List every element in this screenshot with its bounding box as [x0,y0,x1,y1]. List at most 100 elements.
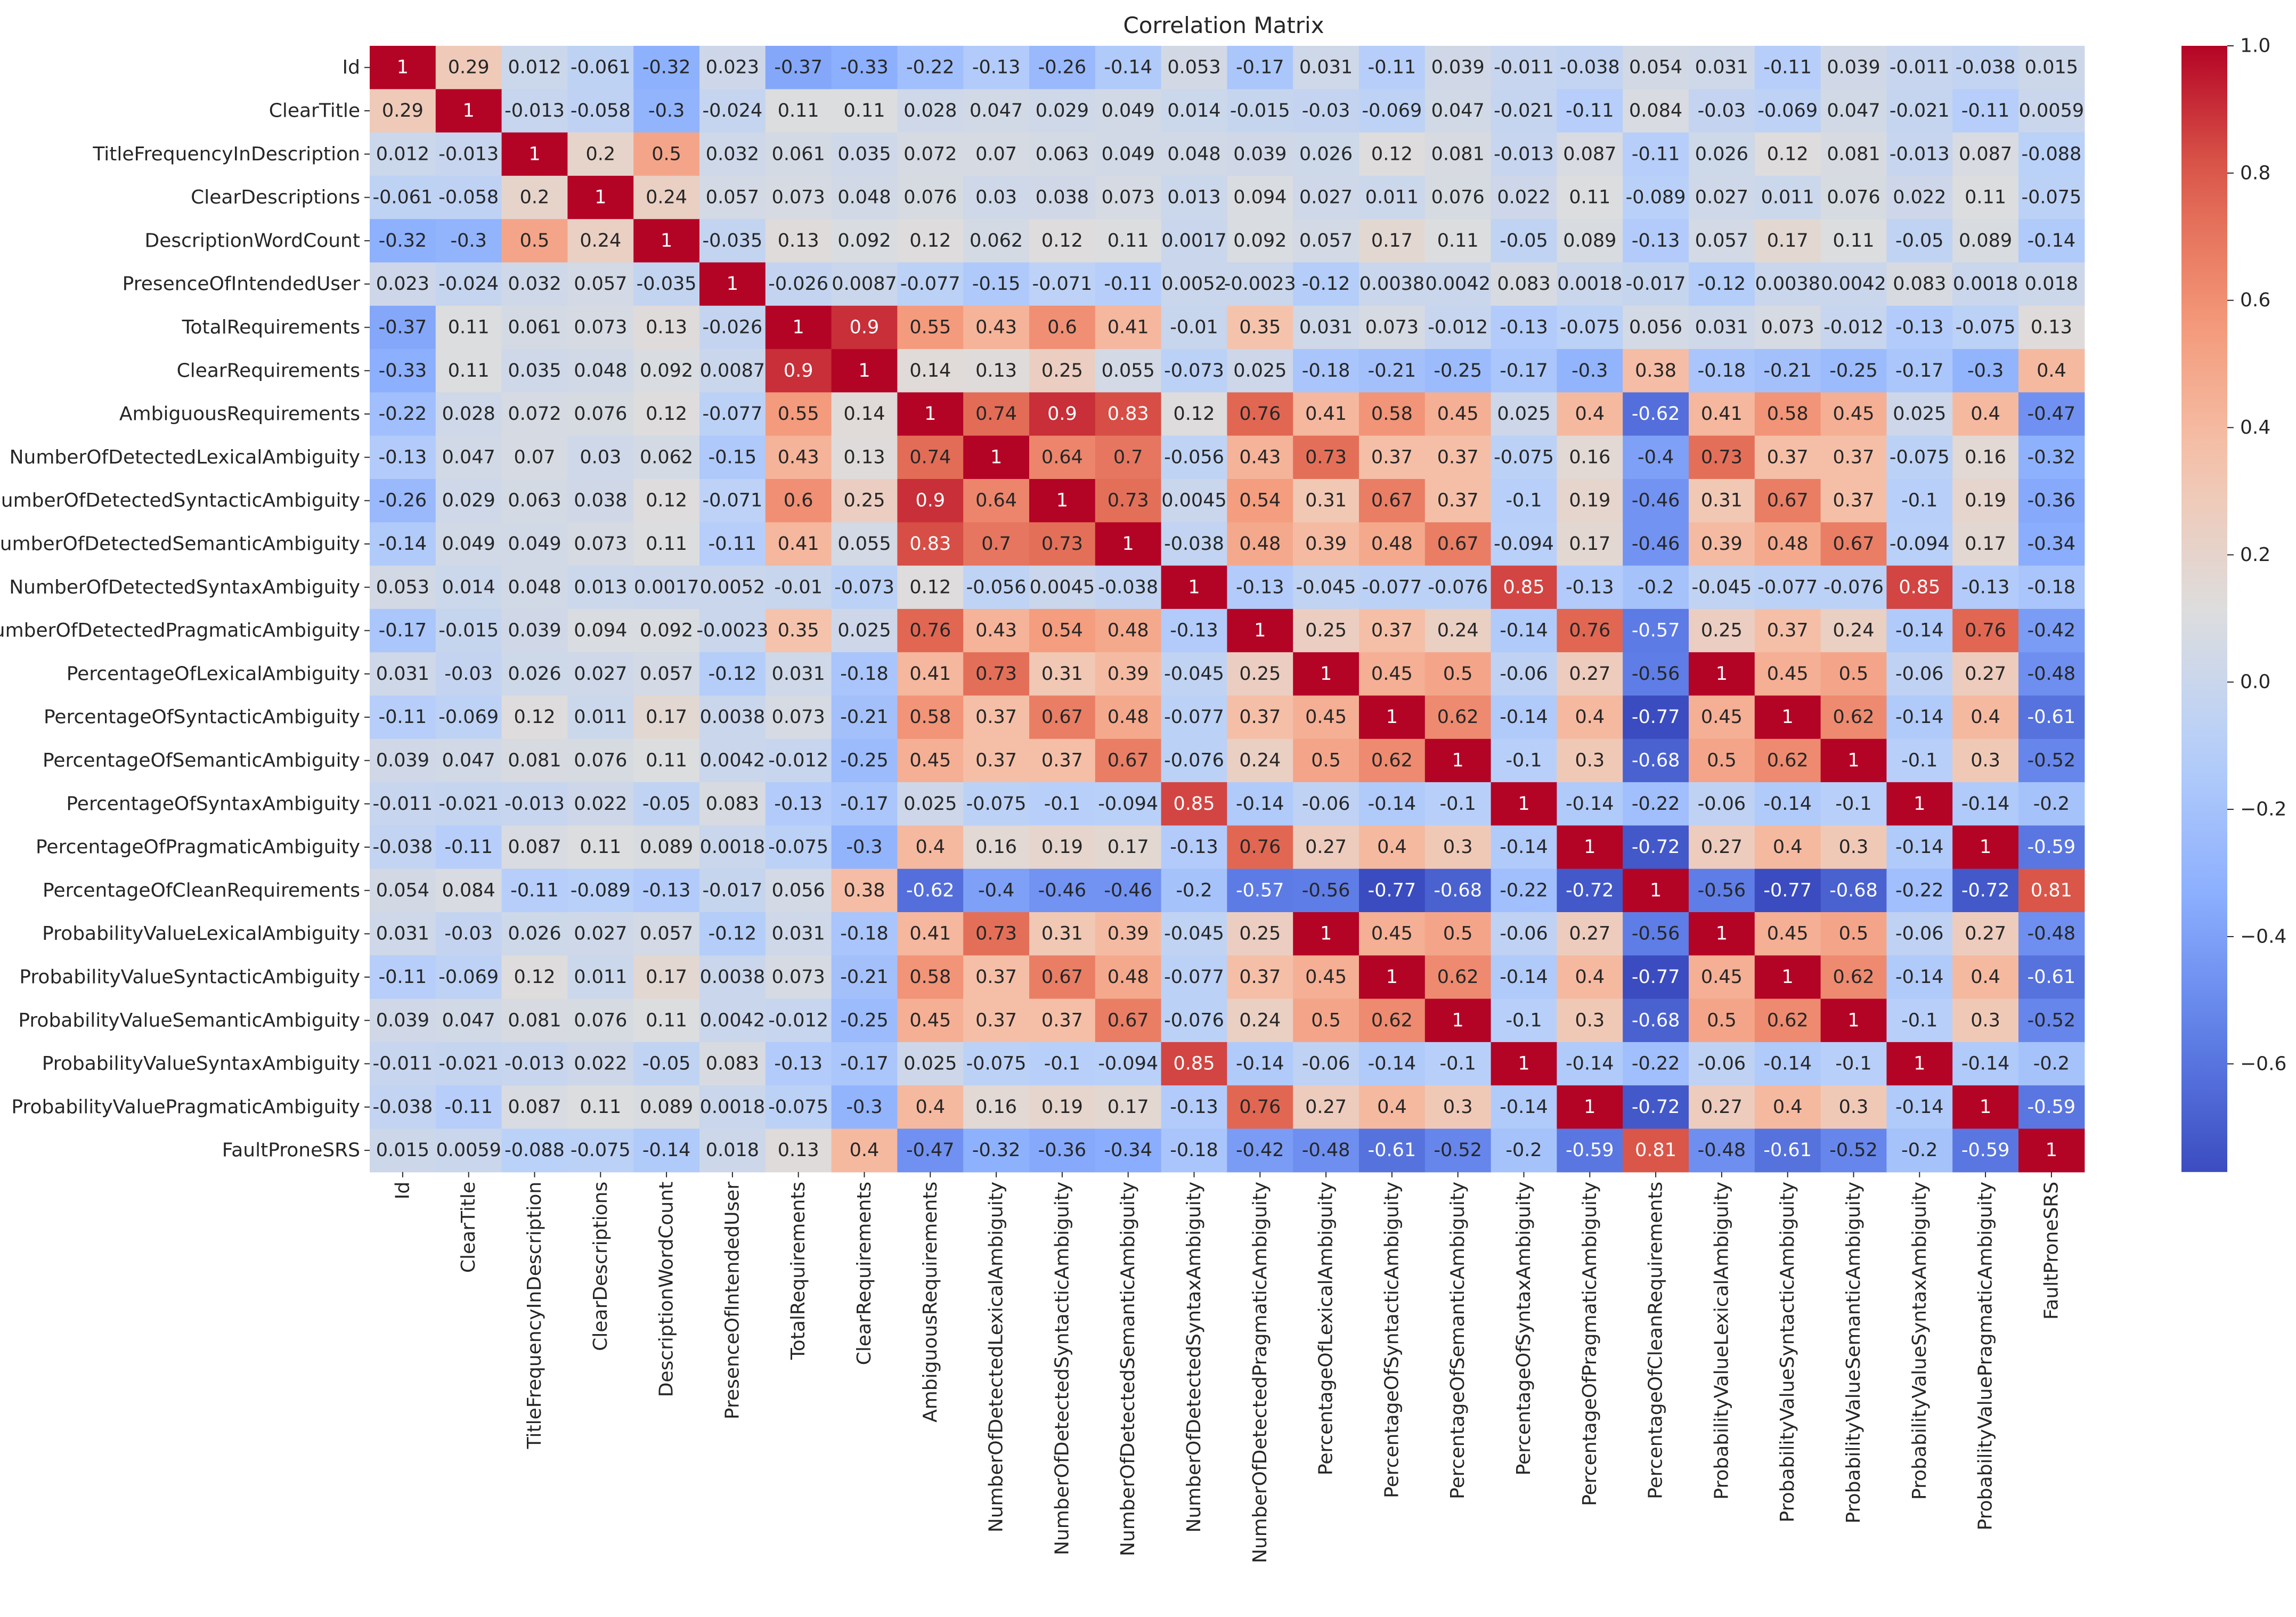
heatmap-cell-21-22 [1820,955,1887,1000]
heatmap-cell-2-8 [897,132,964,176]
heatmap-cell-13-4 [633,608,700,653]
cell-value-label: -0.32 [2028,446,2076,468]
heatmap-cell-0-10 [1029,46,1096,90]
cell-value-label: 0.48 [1239,533,1281,555]
cell-value-label: 0.5 [1707,1010,1737,1031]
heatmap-cell-7-25 [2018,349,2085,393]
heatmap-cell-20-5 [699,912,766,956]
heatmap-cell-6-15 [1359,305,1426,350]
cell-value-label: -0.045 [1691,576,1752,598]
y-label-description-word-count: DescriptionWordCount [145,230,360,251]
cell-value-label: -0.045 [1164,923,1224,945]
heatmap-cell-24-17 [1491,1085,1557,1130]
heatmap-cell-14-25 [2018,652,2085,696]
cell-value-label: 0.58 [1371,403,1413,425]
heatmap-cell-3-5 [699,175,766,220]
cell-value-label: 0.089 [1959,230,2012,251]
heatmap-cell-0-13 [1227,46,1293,90]
heatmap-cell-16-25 [2018,738,2085,783]
cell-value-label: 0.24 [580,230,621,251]
heatmap-cell-0-20 [1689,46,1755,90]
cell-value-label: 0.4 [1575,706,1605,728]
heatmap-cell-1-12 [1161,89,1227,133]
heatmap-cell-19-19 [1623,868,1689,913]
heatmap-cell-10-9 [963,479,1030,523]
cell-value-label: -0.52 [1829,1140,1878,1161]
cell-value-label: 0.025 [837,620,891,641]
cell-value-label: -0.22 [1500,880,1548,901]
cell-value-label: -0.12 [1302,273,1350,295]
y-label-percentage-of-syntactic-ambiguity: PercentageOfSyntacticAmbiguity [44,706,360,728]
heatmap-cell-12-5 [699,565,766,610]
cell-value-label: -0.076 [1823,576,1884,598]
cell-value-label: 0.073 [1365,316,1419,338]
heatmap-cell-11-13 [1227,522,1293,566]
heatmap-cell-17-14 [1293,782,1359,826]
heatmap-cell-8-10 [1029,392,1096,436]
cell-value-label: -0.03 [1302,100,1350,121]
cell-value-label: -0.18 [840,923,889,945]
cell-value-label: -0.25 [840,750,889,771]
heatmap-cell-3-6 [765,175,832,220]
cell-value-label: 1 [1716,923,1728,945]
heatmap-cell-15-25 [2018,695,2085,740]
cell-value-label: 0.3 [1575,750,1605,771]
heatmap-cell-1-9 [963,89,1030,133]
cell-value-label: 0.022 [1497,187,1550,208]
cell-value-label: 1 [1914,1053,1925,1075]
heatmap-cell-11-14 [1293,522,1359,566]
heatmap-cell-1-4 [633,89,700,133]
cell-value-label: 0.049 [1102,100,1155,121]
cell-value-label: -0.038 [1098,576,1158,598]
cell-value-label: 0.41 [1701,403,1743,425]
y-label-fault-prone-srs: FaultProneSRS [222,1140,360,1161]
cell-value-label: 0.37 [1041,1010,1083,1031]
heatmap-cell-16-14 [1293,738,1359,783]
cell-value-label: -0.026 [768,273,828,295]
cell-value-label: -0.024 [438,273,499,295]
heatmap-cell-12-23 [1886,565,1953,610]
heatmap-cell-2-7 [831,132,898,176]
cell-value-label: 0.76 [1965,620,2006,641]
heatmap-cell-16-19 [1623,738,1689,783]
cell-value-label: 0.0087 [700,360,765,381]
heatmap-cell-14-6 [765,652,832,696]
heatmap-cell-19-21 [1754,868,1821,913]
heatmap-cell-7-18 [1557,349,1623,393]
cell-value-label: -0.069 [438,706,499,728]
cell-value-label: -0.05 [1500,230,1548,251]
heatmap-cell-24-24 [1952,1085,2019,1130]
cell-value-label: 0.73 [1108,490,1149,511]
heatmap-cell-24-3 [567,1085,634,1130]
heatmap-cell-25-0 [370,1128,436,1173]
cell-value-label: -0.47 [906,1140,955,1161]
cell-value-label: 1 [793,316,804,338]
y-label-title-frequency-in-description: TitleFrequencyInDescription [92,143,360,165]
heatmap-cell-8-9 [963,392,1030,436]
heatmap-cell-16-17 [1491,738,1557,783]
cell-value-label: -0.21 [840,966,889,988]
cell-value-label: -0.68 [1632,1010,1680,1031]
cell-value-label: 1 [1452,750,1464,771]
heatmap-cell-10-20 [1689,479,1755,523]
heatmap-cell-25-6 [765,1128,832,1173]
heatmap-cell-16-15 [1359,738,1426,783]
heatmap-cell-1-16 [1424,89,1492,133]
heatmap-cell-10-22 [1820,479,1887,523]
cell-value-label: -0.26 [379,490,427,511]
cell-value-label: 0.43 [975,620,1017,641]
cell-value-label: 1 [1716,663,1728,685]
cell-value-label: 0.27 [1569,663,1610,685]
heatmap-cell-14-18 [1557,652,1623,696]
heatmap-cell-2-3 [567,132,634,176]
cell-value-label: -0.11 [1763,57,1812,78]
cell-value-label: -0.56 [1698,880,1746,901]
heatmap-cell-20-19 [1623,912,1689,956]
heatmap-cell-8-5 [699,392,766,436]
heatmap-cell-5-12 [1161,262,1227,306]
heatmap-cell-21-13 [1227,955,1293,1000]
heatmap-cell-5-7 [831,262,898,306]
heatmap-cell-9-1 [435,435,502,480]
cell-value-label: -0.012 [768,750,828,771]
heatmap-cell-22-5 [699,998,766,1043]
